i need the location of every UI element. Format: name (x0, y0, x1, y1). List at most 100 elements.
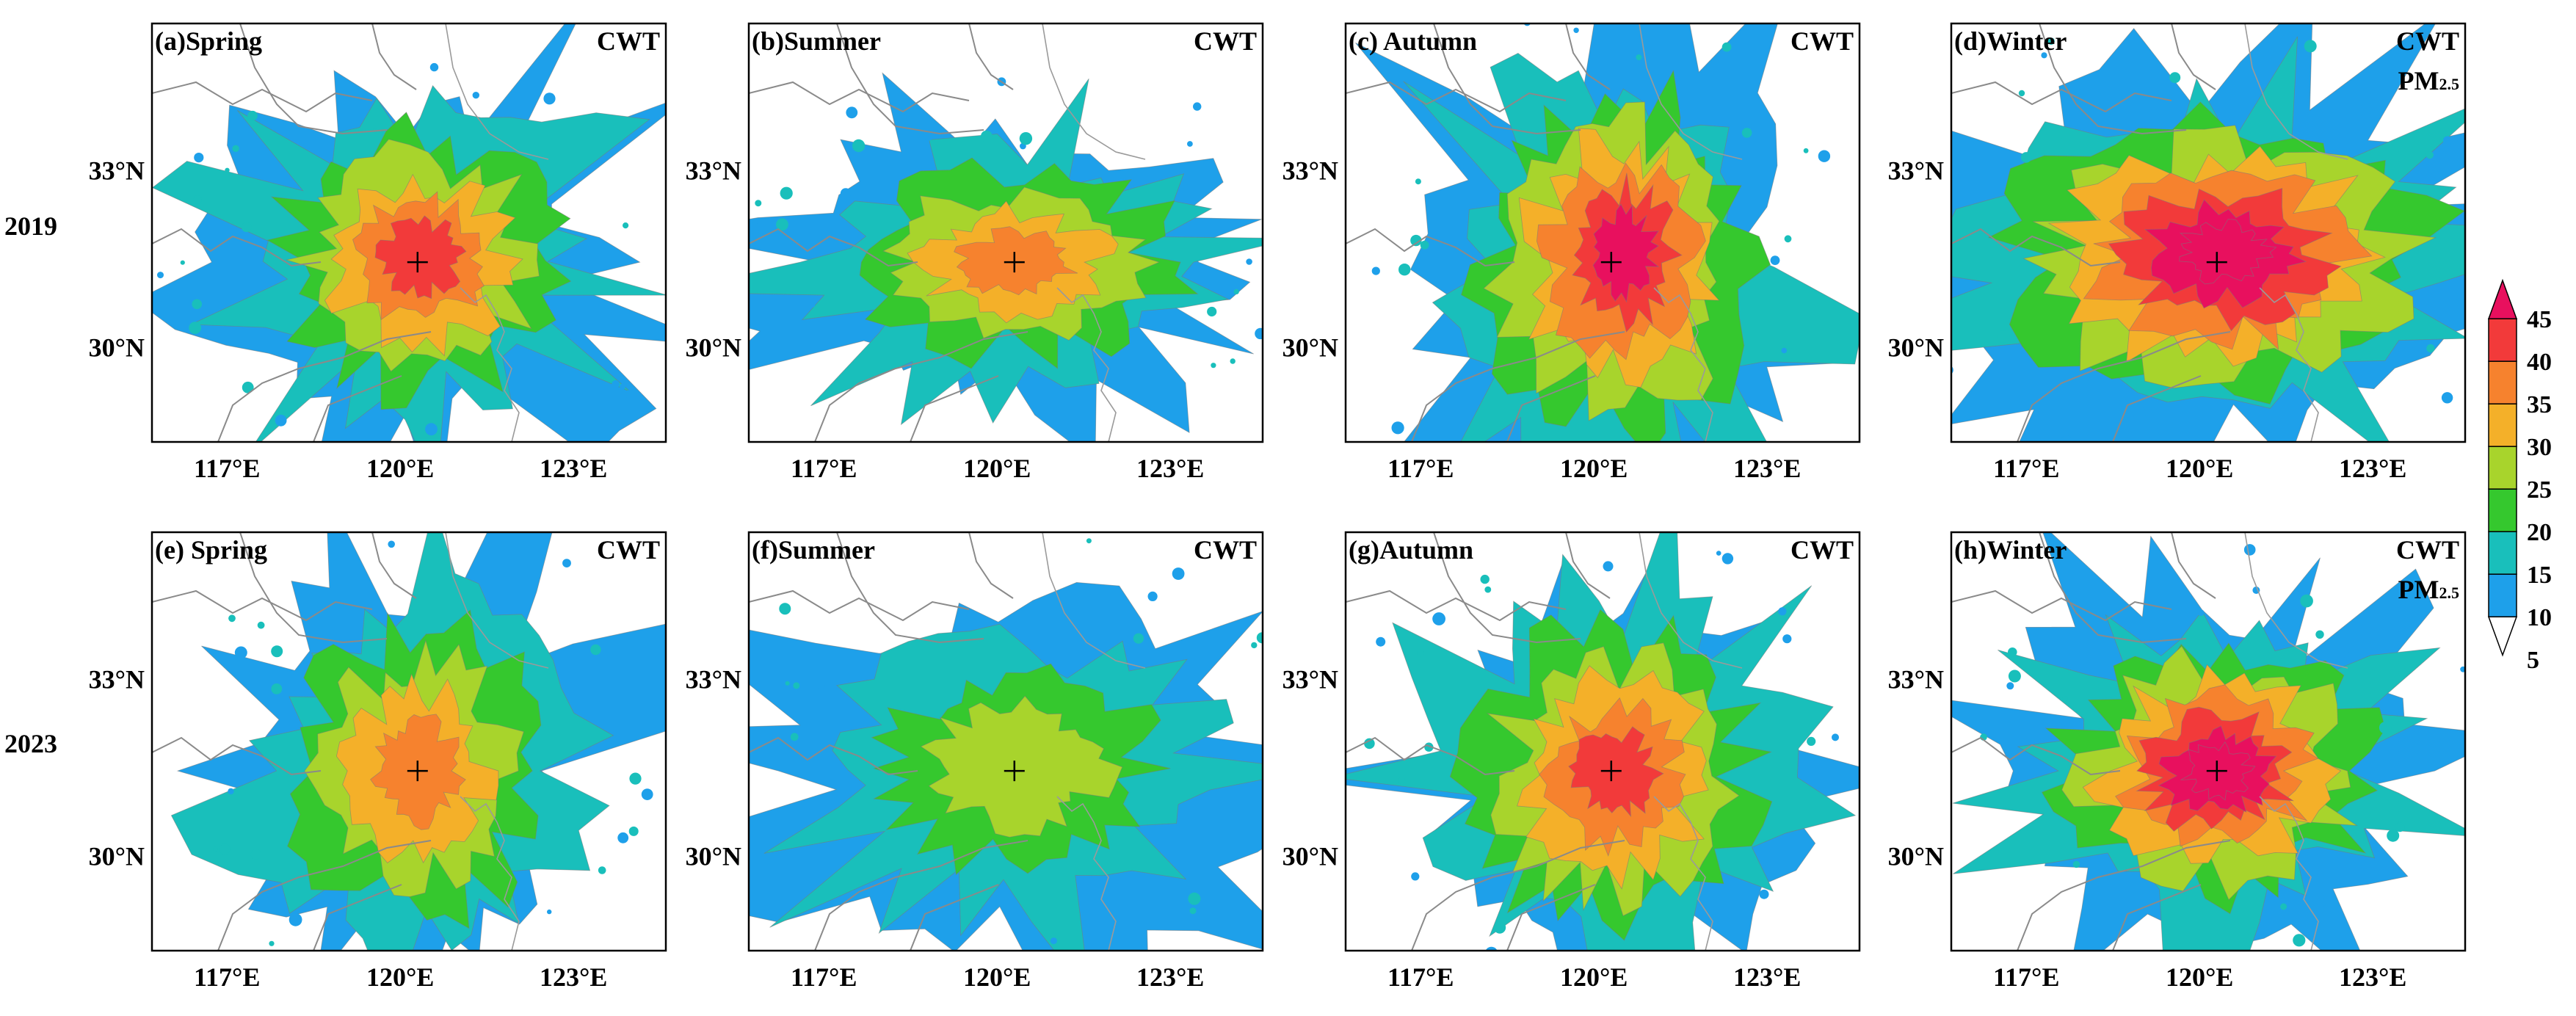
speckle (2460, 666, 2465, 672)
speckle (1493, 921, 1506, 934)
x-tick-label: 123°E (540, 454, 607, 483)
speckle (2169, 72, 2181, 84)
speckle (1636, 54, 1642, 61)
y-tick-label: 33°N (1888, 665, 1944, 694)
speckle (749, 222, 760, 233)
province-border (968, 532, 1014, 599)
speckle (247, 766, 259, 779)
colorbar-tick-label: 40 (2527, 349, 2552, 376)
province-border (1951, 589, 2172, 622)
speckle (2061, 435, 2072, 442)
x-tick-label: 117°E (1387, 962, 1454, 992)
y-tick-label: 33°N (89, 156, 145, 186)
speckle (923, 130, 934, 141)
method-label: CWT (597, 26, 660, 56)
y-tick-label: 30°N (89, 842, 145, 871)
speckle (793, 682, 800, 689)
y-tick-label: 33°N (686, 665, 741, 694)
speckle (242, 381, 254, 393)
speckle (817, 682, 825, 690)
colorbar: 45 40 35 30 25 20 15 10 5 (2487, 278, 2552, 674)
site-marker (1600, 252, 1622, 273)
speckle (1376, 636, 1386, 647)
speckle (194, 153, 204, 163)
speckle (2293, 934, 2306, 947)
speckle (1770, 255, 1780, 265)
speckle (981, 130, 993, 142)
method-label: CWT (1194, 535, 1257, 565)
speckle (623, 222, 629, 229)
x-tick-label: 123°E (1136, 454, 1204, 483)
panel-frame (747, 22, 1264, 443)
speckle (2300, 594, 2313, 608)
province-border (239, 532, 388, 644)
province-border (371, 532, 417, 599)
coastline (2259, 287, 2319, 442)
site-marker (2206, 252, 2227, 273)
province-border (836, 532, 984, 644)
coastline (2244, 532, 2348, 669)
speckle (1523, 23, 1531, 26)
speckle (840, 188, 852, 199)
y-tick-label: 30°N (686, 842, 741, 871)
speckle (1759, 889, 1769, 899)
y-tick-label: 33°N (1282, 665, 1338, 694)
province-border (968, 23, 1014, 90)
speckle (612, 380, 620, 388)
speckle (2062, 696, 2068, 702)
x-tick-label: 117°E (1993, 962, 2059, 992)
province-border (1411, 840, 1625, 951)
speckle (1432, 612, 1445, 625)
panel-e: (e) Spring CWT 33°N 30°N 117°E 120°E 123°E (89, 531, 667, 992)
speckle (1420, 240, 1429, 250)
speckle (2041, 52, 2047, 59)
panel-title: (h)Winter (1954, 535, 2067, 565)
speckle (1364, 738, 1375, 750)
x-tick-label: 117°E (1993, 454, 2059, 483)
province-border (2171, 532, 2216, 599)
colorbar-segment (2487, 616, 2518, 657)
speckle (388, 540, 395, 548)
speckle (242, 222, 252, 233)
speckle (1270, 352, 1276, 358)
speckle (2379, 722, 2392, 734)
speckle (776, 218, 788, 231)
speckle (882, 971, 889, 978)
speckle (2113, 498, 2118, 503)
speckle (780, 186, 793, 200)
panel-title: (c) Autumn (1349, 26, 1477, 56)
speckle (641, 788, 653, 800)
speckle (2008, 670, 2021, 683)
y-tick-label: 33°N (89, 665, 145, 694)
province-border (239, 23, 388, 135)
x-tick-label: 123°E (2339, 454, 2406, 483)
speckle (547, 909, 552, 915)
province-border (910, 884, 999, 951)
speckle (523, 954, 529, 959)
speckle (1603, 561, 1614, 572)
speckle (2109, 490, 2117, 498)
speckle (790, 733, 799, 741)
speckle (1898, 146, 1907, 156)
speckle (1187, 141, 1193, 147)
method-label: CWT (2396, 535, 2459, 565)
coastline (445, 532, 549, 669)
speckle (289, 912, 302, 926)
province-border (313, 884, 402, 951)
province-border (749, 736, 918, 776)
speckle (1391, 421, 1404, 435)
speckle (779, 603, 791, 615)
speckle (893, 954, 904, 964)
province-border (217, 840, 432, 951)
colorbar-tick-label: 5 (2527, 647, 2539, 674)
speckle (275, 414, 287, 427)
speckle (1741, 128, 1752, 138)
speckle (852, 139, 866, 153)
x-tick-label: 123°E (1733, 962, 1801, 992)
speckle (225, 167, 230, 173)
speckle (1878, 822, 1884, 829)
speckle (628, 826, 639, 836)
speckle (472, 92, 479, 99)
speckle (1480, 574, 1490, 584)
speckle (228, 614, 236, 623)
